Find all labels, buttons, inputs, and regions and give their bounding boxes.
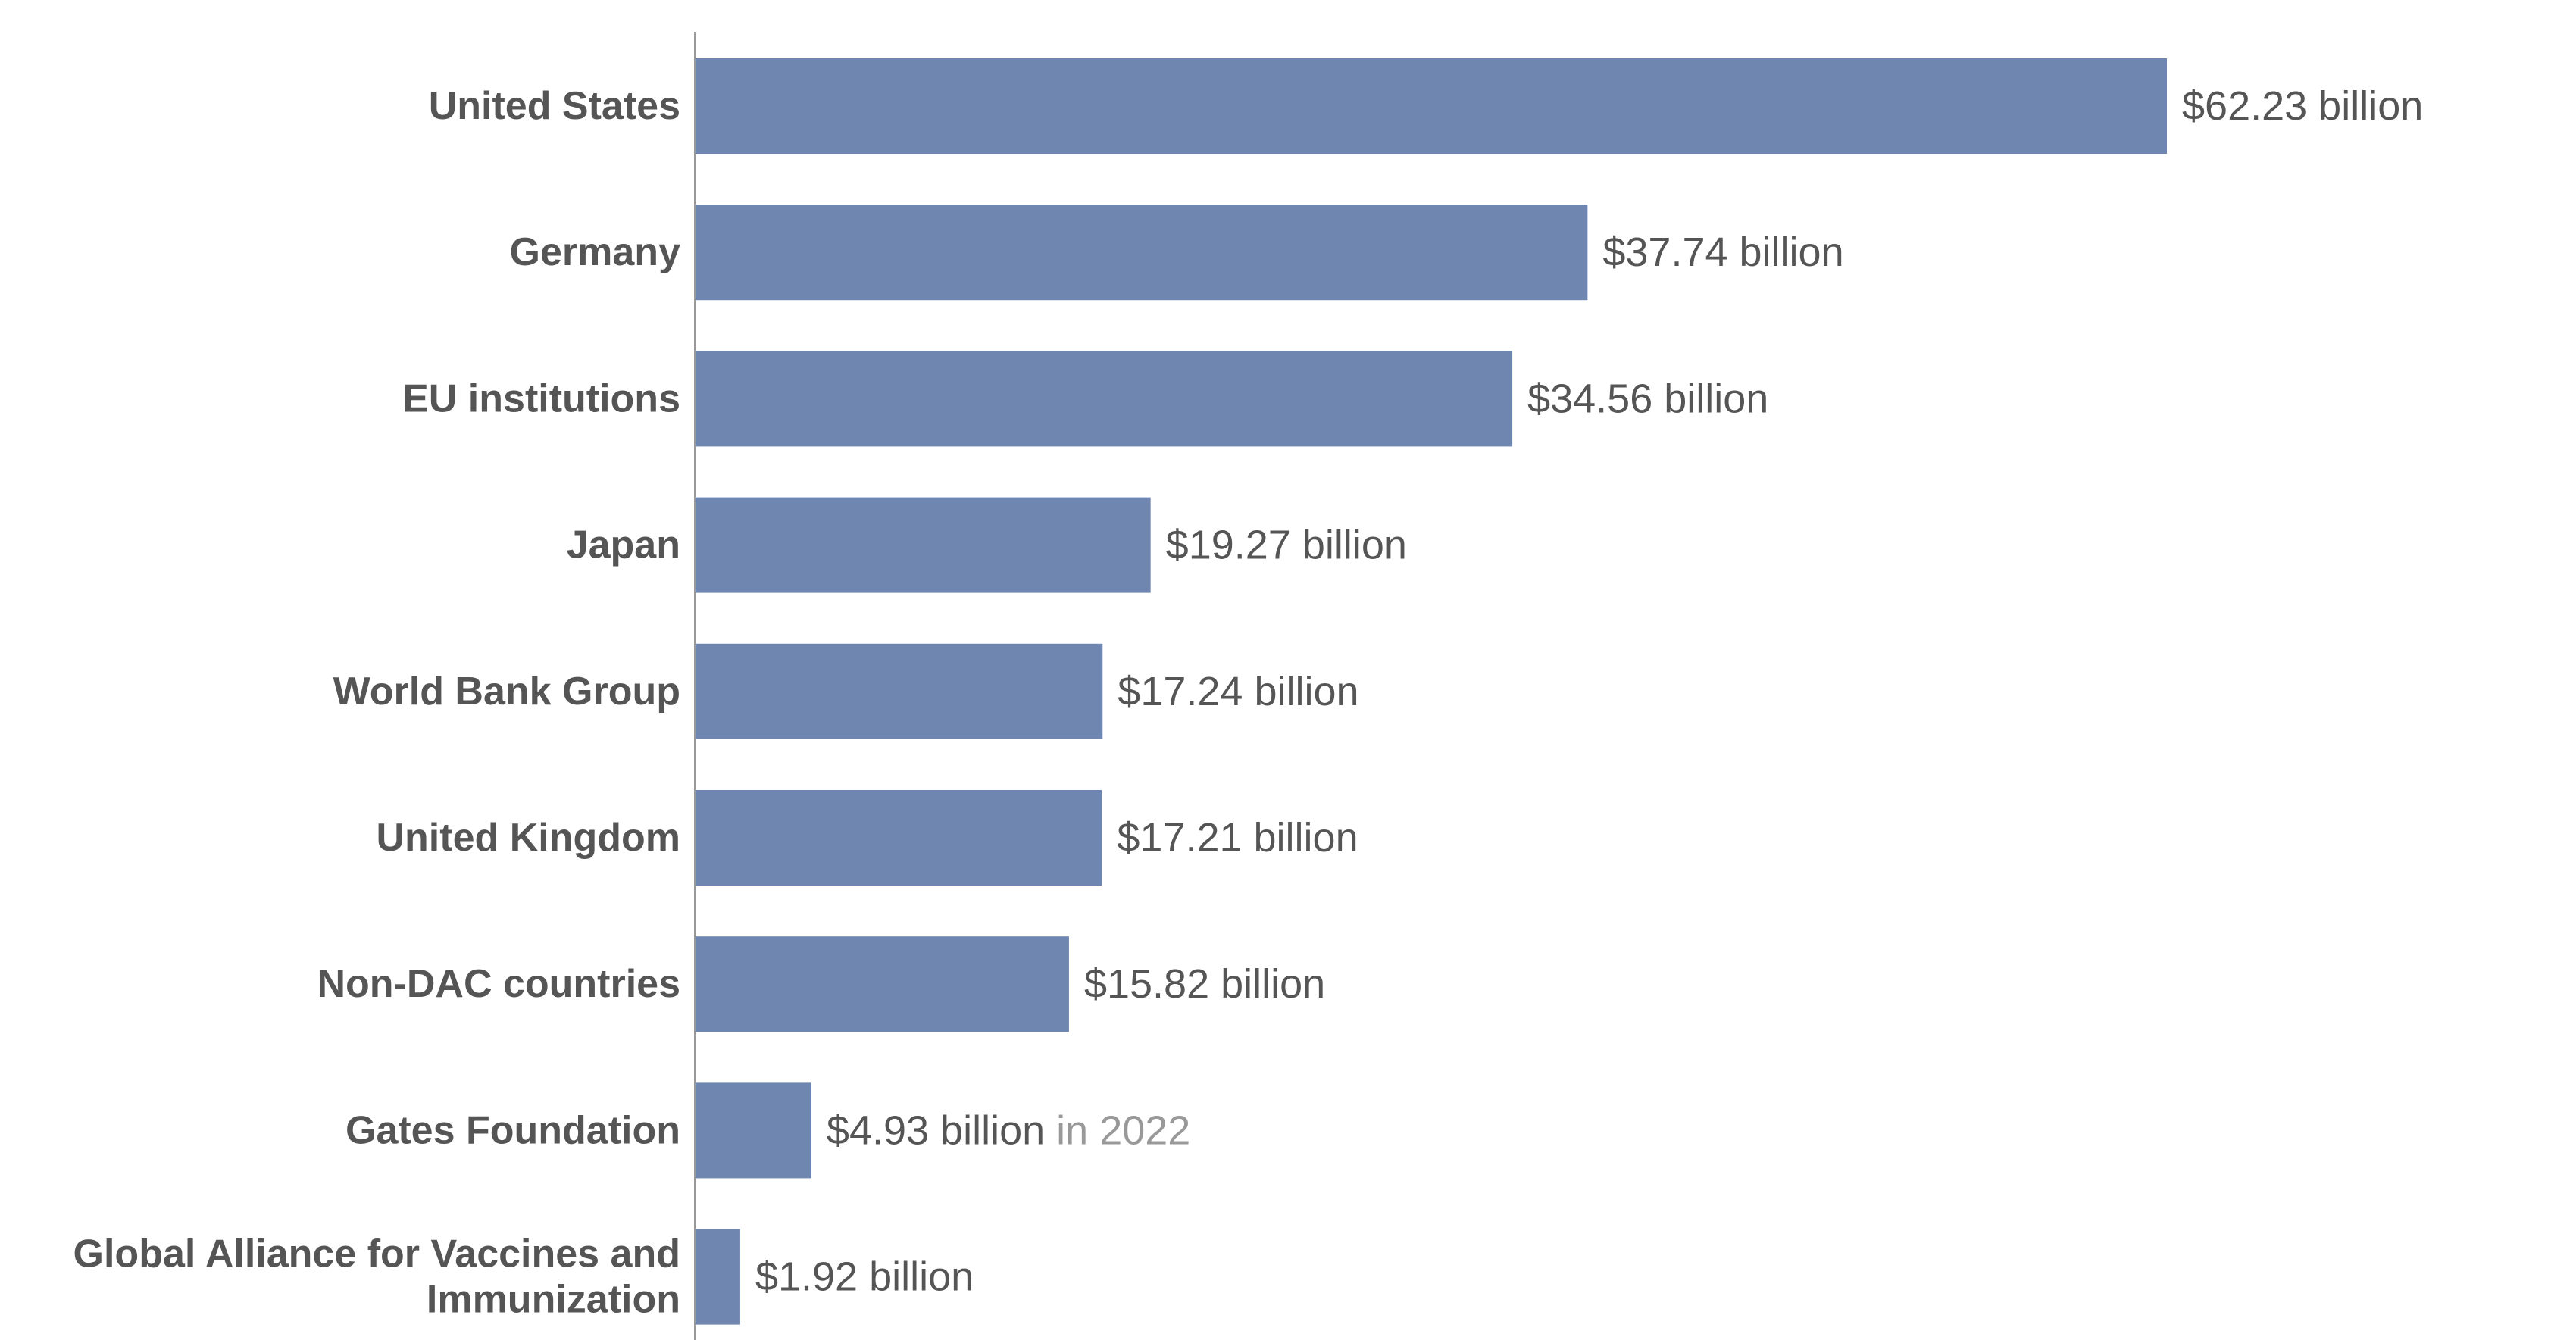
bars-layer [695, 58, 2167, 1325]
value-text: $4.93 billion [827, 1107, 1045, 1153]
category-label-line: Global Alliance for Vaccines and [73, 1232, 680, 1276]
category-labels-layer: United States Germany EU institutions Japan… [73, 84, 681, 1322]
category-label-line: EU institutions [402, 376, 680, 420]
bar-japan [695, 497, 1151, 593]
category-label-line: Gates Foundation [345, 1108, 680, 1152]
value-label-global-alliance-for-vaccines-and-immunization: $1.92 billion [755, 1254, 974, 1300]
category-label-gates-foundation: Gates Foundation [345, 1108, 680, 1152]
value-text: $17.24 billion [1118, 669, 1358, 714]
bar-gates-foundation [695, 1082, 811, 1179]
bar-united-states [695, 58, 2167, 154]
value-labels-layer: $62.23 billion $37.74 billion $34.56 billi… [755, 83, 2423, 1300]
value-label-gates-foundation: $4.93 billion in 2022 [827, 1107, 1190, 1153]
value-text: $62.23 billion [2182, 83, 2423, 129]
bar-germany [695, 205, 1588, 301]
category-label-line: World Bank Group [333, 670, 680, 714]
value-text: $37.74 billion [1602, 230, 1843, 275]
value-text: $34.56 billion [1527, 376, 1768, 421]
value-note: in 2022 [1045, 1107, 1190, 1153]
category-label-world-bank-group: World Bank Group [333, 670, 680, 714]
bar-eu-institutions [695, 351, 1513, 447]
category-label-eu-institutions: EU institutions [402, 376, 680, 420]
value-label-united-states: $62.23 billion [2182, 83, 2423, 129]
category-label-non-dac-countries: Non-DAC countries [317, 962, 680, 1006]
category-label-line: United States [429, 84, 680, 128]
category-label-united-kingdom: United Kingdom [376, 816, 680, 860]
value-label-united-kingdom: $17.21 billion [1117, 815, 1358, 861]
value-label-germany: $37.74 billion [1602, 230, 1843, 275]
bar-global-alliance-for-vaccines-and-immunization [695, 1229, 740, 1325]
value-label-world-bank-group: $17.24 billion [1118, 669, 1358, 714]
category-label-line: Immunization [427, 1278, 680, 1322]
bar-non-dac-countries [695, 936, 1069, 1032]
value-label-japan: $19.27 billion [1166, 523, 1407, 568]
value-label-non-dac-countries: $15.82 billion [1084, 961, 1325, 1007]
category-label-line: Non-DAC countries [317, 962, 680, 1006]
value-text: $17.21 billion [1117, 815, 1358, 861]
value-label-eu-institutions: $34.56 billion [1527, 376, 1768, 421]
bar-united-kingdom [695, 790, 1102, 886]
value-text: $19.27 billion [1166, 523, 1407, 568]
value-text: $1.92 billion [755, 1254, 974, 1300]
category-label-line: United Kingdom [376, 816, 680, 860]
category-label-global-alliance-for-vaccines-and-immunization: Global Alliance for Vaccines and Immuniza… [73, 1232, 680, 1322]
value-text: $15.82 billion [1084, 961, 1325, 1007]
bar-world-bank-group [695, 643, 1103, 739]
category-label-japan: Japan [567, 523, 680, 567]
category-label-line: Germany [510, 230, 681, 274]
category-label-germany: Germany [510, 230, 681, 274]
category-label-united-states: United States [429, 84, 680, 128]
category-label-line: Japan [567, 523, 680, 567]
